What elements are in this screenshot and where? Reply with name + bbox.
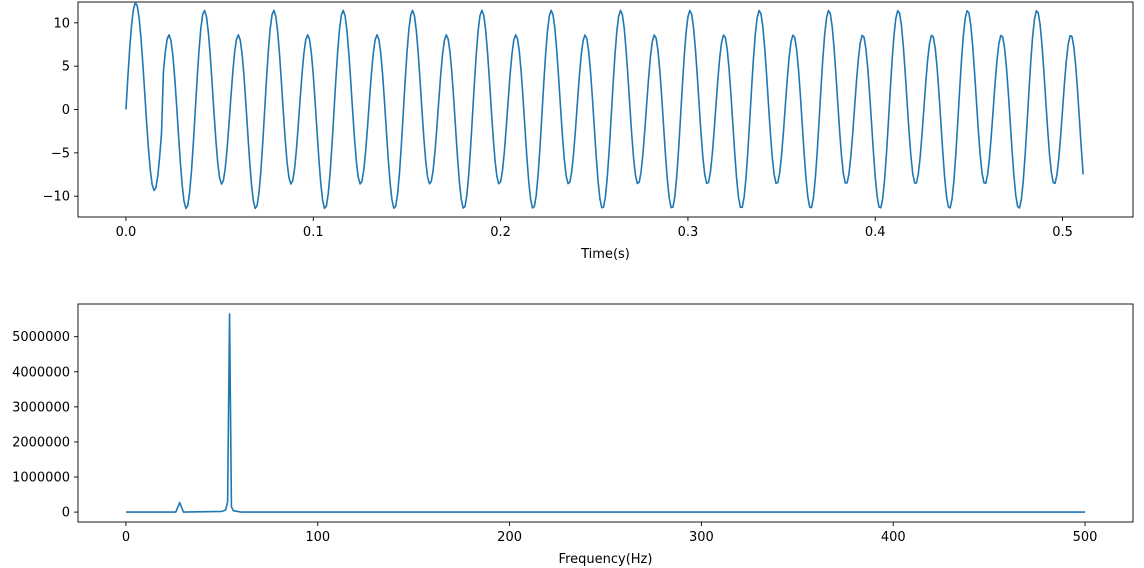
freq-y-tick-label: 2000000: [12, 435, 70, 450]
frequency-chart-y-ticks: 0 1000000 2000000 3000000 4000000 5000000: [12, 330, 78, 521]
time-chart-x-axis-label: Time(s): [580, 247, 630, 262]
time-y-tick-label: −5: [51, 146, 70, 161]
freq-y-tick-label: 1000000: [12, 471, 70, 486]
frequency-domain-chart: 0 1000000 2000000 3000000 4000000 5000000 0 10…: [12, 303, 1134, 567]
time-x-tick-label: 0.1: [303, 225, 324, 240]
frequency-chart-frame: [77, 303, 1134, 523]
time-x-tick-label: 0.5: [1052, 225, 1073, 240]
time-y-tick-label: 10: [53, 16, 70, 31]
time-chart-frame: [77, 1, 1134, 218]
time-x-tick-label: 0.0: [116, 225, 137, 240]
freq-x-tick-label: 200: [497, 530, 522, 545]
time-x-tick-label: 0.3: [678, 225, 699, 240]
freq-y-tick-label: 0: [62, 506, 70, 521]
frequency-chart-x-axis-label: Frequency(Hz): [559, 552, 653, 567]
time-x-tick-label: 0.4: [865, 225, 886, 240]
freq-x-tick-label: 400: [881, 530, 906, 545]
time-x-tick-label: 0.2: [490, 225, 511, 240]
freq-y-tick-label: 3000000: [12, 400, 70, 415]
time-y-tick-label: 5: [62, 60, 70, 75]
time-signal-line: [125, 1, 1084, 210]
time-y-tick-label: −10: [43, 190, 70, 205]
time-chart-x-ticks: 0.0 0.1 0.2 0.3 0.4 0.5: [116, 217, 1073, 240]
freq-x-tick-label: 0: [122, 530, 130, 545]
freq-x-tick-label: 300: [689, 530, 714, 545]
time-chart-y-ticks: −10 −5 0 5 10: [43, 16, 78, 205]
time-domain-chart: −10 −5 0 5 10 0.0 0.1 0.2 0.3 0.4 0.5 Time(s): [43, 1, 1134, 262]
freq-x-tick-label: 500: [1073, 530, 1098, 545]
freq-y-tick-label: 5000000: [12, 330, 70, 345]
freq-x-tick-label: 100: [305, 530, 330, 545]
time-y-tick-label: 0: [62, 103, 70, 118]
frequency-chart-x-ticks: 0 100 200 300 400 500: [122, 522, 1098, 545]
spectrum-line: [125, 313, 1086, 513]
freq-y-tick-label: 4000000: [12, 365, 70, 380]
